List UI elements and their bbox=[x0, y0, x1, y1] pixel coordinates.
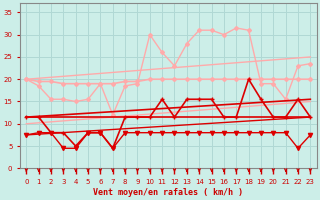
X-axis label: Vent moyen/en rafales ( km/h ): Vent moyen/en rafales ( km/h ) bbox=[93, 188, 243, 197]
